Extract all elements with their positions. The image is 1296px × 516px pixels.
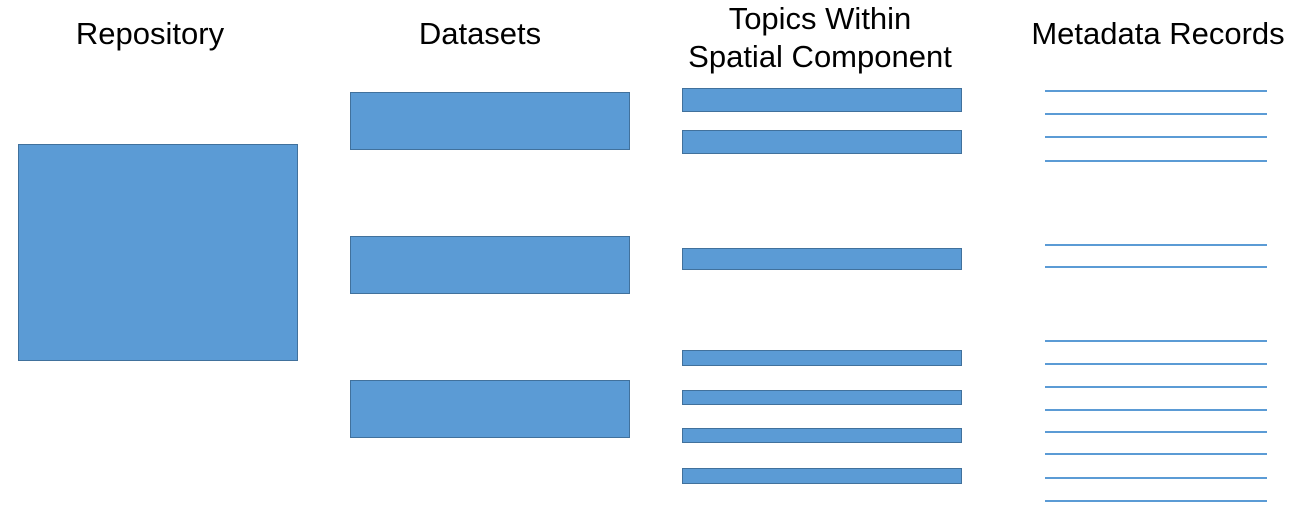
topic-bar [682, 248, 962, 270]
topic-bar [682, 130, 962, 154]
metadata-record-line [1045, 431, 1267, 433]
metadata-record-line [1045, 409, 1267, 411]
dataset-box [350, 236, 630, 294]
dataset-box [350, 92, 630, 150]
metadata-record-line [1045, 340, 1267, 342]
heading-topics: Topics Within Spatial Component [688, 1, 952, 74]
repository-box [18, 144, 298, 361]
metadata-record-line [1045, 136, 1267, 138]
heading-repository: Repository [75, 16, 225, 51]
topic-bar [682, 468, 962, 484]
heading-metadata: Metadata Records [1031, 16, 1285, 51]
metadata-record-line [1045, 363, 1267, 365]
metadata-record-line [1045, 386, 1267, 388]
metadata-record-line [1045, 477, 1267, 479]
metadata-record-line [1045, 113, 1267, 115]
topic-bar [682, 350, 962, 366]
heading-datasets: Datasets [418, 16, 542, 51]
metadata-record-line [1045, 90, 1267, 92]
metadata-record-line [1045, 453, 1267, 455]
metadata-record-line [1045, 160, 1267, 162]
topic-bar [682, 88, 962, 112]
dataset-box [350, 380, 630, 438]
metadata-record-line [1045, 244, 1267, 246]
metadata-record-line [1045, 500, 1267, 502]
topic-bar [682, 390, 962, 405]
topic-bar [682, 428, 962, 443]
metadata-record-line [1045, 266, 1267, 268]
